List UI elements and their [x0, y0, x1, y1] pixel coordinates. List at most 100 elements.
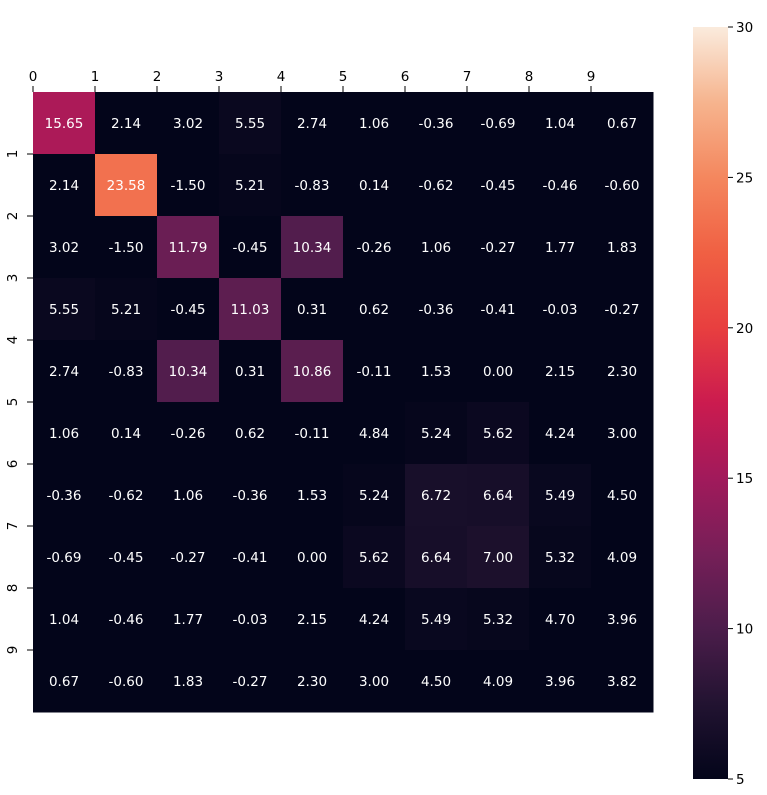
heatmap-cell	[591, 278, 654, 341]
cell-value-label: 0.00	[483, 364, 513, 380]
cell-value-label: 0.00	[297, 550, 327, 566]
cell-value-label: -0.41	[481, 302, 516, 318]
heatmap-cell	[529, 154, 592, 217]
heatmap-cell	[529, 402, 592, 465]
heatmap-cell	[95, 154, 158, 217]
cell-value-label: 0.62	[359, 302, 389, 318]
heatmap-cell	[405, 526, 468, 589]
heatmap-cell	[33, 154, 96, 217]
cell-value-label: 2.30	[607, 364, 637, 380]
heatmap-cell	[591, 526, 654, 589]
heatmap-cell	[405, 402, 468, 465]
cell-value-label: -1.50	[171, 178, 206, 194]
heatmap-cell	[219, 650, 282, 713]
heatmap-cell	[467, 526, 530, 589]
cell-value-label: -0.27	[481, 240, 516, 256]
heatmap-cell	[281, 216, 344, 279]
colorbar-tick-label: 10	[736, 622, 753, 638]
y-tick-label: 3	[5, 274, 21, 283]
cell-value-label: -0.45	[171, 302, 206, 318]
cell-value-label: -0.60	[109, 674, 144, 690]
heatmap-cell	[95, 216, 158, 279]
cell-value-label: 2.14	[111, 116, 141, 132]
heatmap-cell	[95, 650, 158, 713]
heatmap-cell	[467, 588, 530, 651]
heatmap-cell	[343, 526, 406, 589]
colorbar-tick-label: 5	[736, 772, 745, 788]
heatmap-cell	[219, 464, 282, 527]
heatmap-cell	[281, 402, 344, 465]
heatmap-cell	[157, 526, 220, 589]
heatmap-cell	[405, 278, 468, 341]
heatmap-cell	[95, 526, 158, 589]
heatmap-cell	[33, 340, 96, 403]
cell-value-label: 3.00	[359, 674, 389, 690]
cell-value-label: 5.32	[545, 550, 575, 566]
cell-value-label: 5.55	[235, 116, 265, 132]
cell-value-label: -0.45	[109, 550, 144, 566]
heatmap-cell	[219, 278, 282, 341]
heatmap-cell	[405, 650, 468, 713]
heatmap-cell	[467, 464, 530, 527]
cell-value-label: 0.67	[607, 116, 637, 132]
cell-value-label: -0.03	[543, 302, 578, 318]
heatmap-cell	[281, 92, 344, 155]
cell-value-label: 4.50	[607, 488, 637, 504]
heatmap-cell	[529, 92, 592, 155]
heatmap-cell	[219, 154, 282, 217]
cell-value-label: 5.49	[545, 488, 575, 504]
cell-value-label: 2.15	[297, 612, 327, 628]
heatmap-cell	[157, 588, 220, 651]
heatmap-cell	[467, 216, 530, 279]
heatmap-cell	[405, 154, 468, 217]
y-tick-label: 1	[5, 150, 21, 159]
cell-value-label: 1.53	[297, 488, 327, 504]
y-tick-label: 2	[5, 212, 21, 221]
y-axis: 1 2 3 4 5 6 7 8 9	[5, 150, 33, 654]
heatmap-cell	[591, 216, 654, 279]
cell-value-label: 2.30	[297, 674, 327, 690]
heatmap-cell	[591, 402, 654, 465]
cell-value-label: -0.27	[233, 674, 268, 690]
heatmap-cell	[219, 588, 282, 651]
heatmap-cell	[157, 650, 220, 713]
heatmap-cell	[33, 216, 96, 279]
heatmap-cell	[219, 92, 282, 155]
heatmap-cell	[95, 92, 158, 155]
colorbar-tick-label: 20	[736, 321, 753, 337]
heatmap-cell	[157, 216, 220, 279]
cell-value-label: 3.82	[607, 674, 637, 690]
cell-value-label: 10.34	[293, 240, 332, 256]
cell-value-label: 5.21	[235, 178, 265, 194]
colorbar-ticks: 5 10 15 20 25 30	[728, 20, 753, 788]
cell-value-label: 3.02	[49, 240, 79, 256]
y-tick-label: 4	[5, 336, 21, 345]
cell-value-label: 5.62	[359, 550, 389, 566]
cell-value-label: -0.83	[295, 178, 330, 194]
heatmap-cell	[405, 216, 468, 279]
heatmap-cell	[529, 216, 592, 279]
cell-value-label: -0.69	[47, 550, 82, 566]
heatmap-cell	[157, 340, 220, 403]
heatmap-cell	[343, 154, 406, 217]
cell-value-label: 1.06	[421, 240, 451, 256]
x-tick-label: 8	[525, 69, 534, 85]
heatmap-cell	[281, 526, 344, 589]
heatmap-cell	[33, 650, 96, 713]
heatmap-cell	[343, 464, 406, 527]
heatmap-cell	[219, 340, 282, 403]
cell-value-label: 1.77	[173, 612, 203, 628]
x-tick-label: 7	[463, 69, 472, 85]
heatmap-cell	[467, 278, 530, 341]
heatmap-cell	[343, 340, 406, 403]
heatmap-cell	[343, 650, 406, 713]
cell-value-label: -0.11	[295, 426, 330, 442]
cell-value-label: 15.65	[45, 116, 84, 132]
cell-value-label: -0.26	[171, 426, 206, 442]
heatmap-cell	[343, 92, 406, 155]
colorbar	[693, 27, 728, 779]
heatmap-cell	[281, 588, 344, 651]
cell-value-label: 0.31	[235, 364, 265, 380]
cell-value-label: 5.32	[483, 612, 513, 628]
cell-value-label: 1.06	[49, 426, 79, 442]
